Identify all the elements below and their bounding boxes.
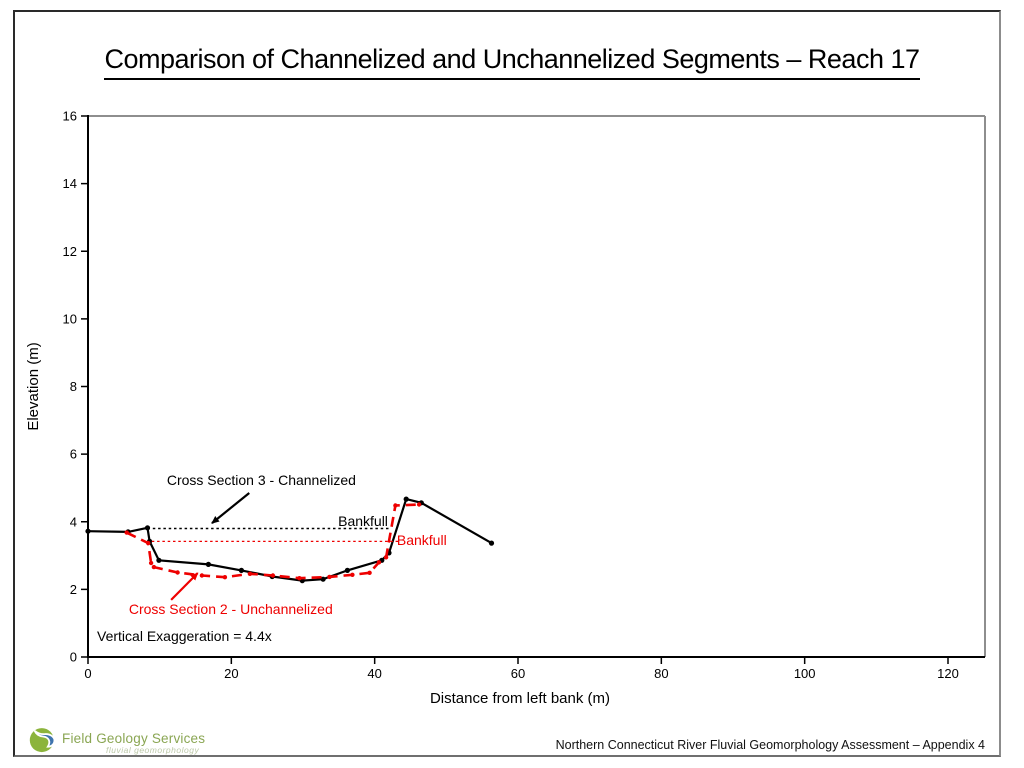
series-unchannelized-marker: [383, 555, 389, 560]
y-tick-label: 6: [70, 447, 77, 462]
series-unchannelized-marker: [393, 503, 398, 508]
series-unchannelized-marker: [124, 530, 129, 535]
annotation-label-channelized: Cross Section 3 - Channelized: [167, 472, 356, 488]
series-channelized-marker: [156, 557, 162, 563]
series-channelized-marker: [403, 496, 409, 502]
y-tick-label: 12: [63, 244, 77, 259]
x-tick-label: 100: [794, 666, 816, 681]
annotation-label-vertical-exaggeration: Vertical Exaggeration = 4.4x: [97, 628, 272, 644]
series-unchannelized-marker: [297, 576, 302, 581]
swirl-leaf-logo-icon: [29, 728, 56, 753]
y-axis-title: Elevation (m): [25, 342, 42, 430]
page-title-text: Comparison of Channelized and Unchanneli…: [104, 44, 920, 80]
series-channelized-marker: [488, 540, 495, 546]
series-unchannelized-marker: [270, 573, 276, 578]
series-unchannelized-marker: [151, 564, 157, 570]
series-unchannelized-marker: [175, 570, 180, 575]
series-channelized-line: [87, 497, 493, 582]
series-unchannelized-marker: [247, 571, 253, 576]
footer-citation: Northern Connecticut River Fluvial Geomo…: [555, 738, 985, 752]
annotation-label-bankfull-red: Bankfull: [397, 532, 447, 548]
series-unchannelized-marker: [146, 540, 151, 546]
y-tick-label: 8: [70, 379, 77, 394]
page-title: Comparison of Channelized and Unchanneli…: [0, 44, 1024, 80]
series-unchannelized-marker: [327, 574, 332, 580]
x-tick-label: 80: [654, 666, 668, 681]
series-unchannelized-marker: [416, 502, 422, 507]
y-tick-label: 14: [63, 176, 77, 191]
chart-plot-area: 0 2 4 6 8 10 12 14 16 0 20 40 60 80 100 120 Elevation (m…: [25, 109, 986, 707]
annotation-arrow-label-channelized: [211, 492, 250, 524]
y-tick-label: 16: [63, 109, 77, 124]
annotation-arrow-label-unchannelized: [170, 572, 199, 601]
series-unchannelized-marker: [148, 560, 154, 566]
series-channelized-marker: [85, 528, 91, 534]
company-logo: Field Geology Services fluvial geomorpho…: [28, 721, 268, 755]
series-channelized-marker: [238, 567, 244, 574]
annotation-label-unchannelized: Cross Section 2 - Unchannelized: [129, 601, 333, 617]
x-axis-title: Distance from left bank (m): [430, 690, 610, 707]
series-unchannelized-marker: [367, 570, 372, 575]
y-tick-label: 10: [63, 311, 77, 326]
x-tick-label: 0: [84, 666, 91, 681]
series-unchannelized-marker: [222, 575, 228, 580]
y-tick-label: 4: [70, 514, 77, 529]
logo-company-name: Field Geology Services: [62, 731, 206, 746]
series-channelized-marker: [344, 567, 350, 574]
logo-tagline: fluvial geomorphology: [106, 745, 200, 755]
series-channelized-marker: [320, 576, 326, 582]
y-tick-label: 0: [70, 650, 77, 665]
y-tick-label: 2: [70, 582, 77, 597]
x-tick-label: 60: [511, 666, 525, 681]
x-tick-label: 120: [937, 666, 959, 681]
series-unchannelized-marker: [376, 560, 382, 565]
x-tick-label: 40: [367, 666, 381, 681]
x-tick-label: 20: [224, 666, 238, 681]
series-unchannelized-marker: [350, 572, 355, 577]
series-channelized-marker: [205, 561, 211, 568]
series-unchannelized-marker: [199, 573, 205, 578]
annotation-label-bankfull-black: Bankfull: [338, 513, 388, 529]
